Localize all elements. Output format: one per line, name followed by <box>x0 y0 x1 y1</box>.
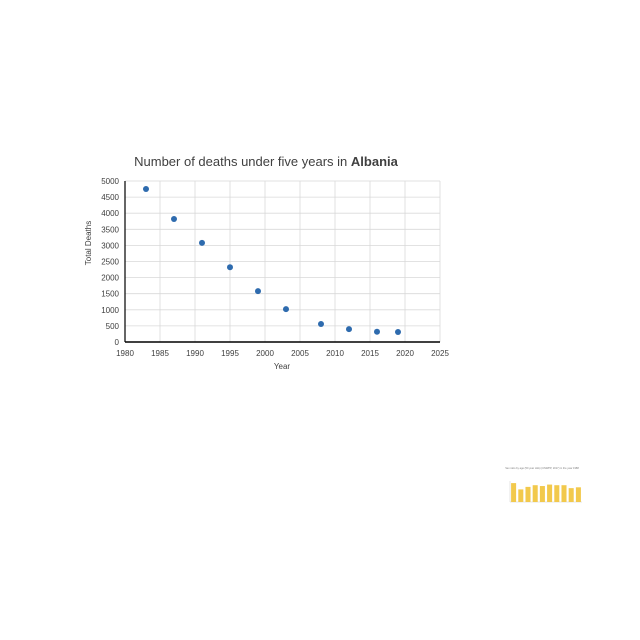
y-tick-label: 2000 <box>101 274 119 283</box>
x-tick-label: 2020 <box>396 349 414 358</box>
data-point <box>227 264 233 271</box>
axes <box>124 181 440 343</box>
y-tick-label: 500 <box>106 322 120 331</box>
data-point <box>255 288 261 295</box>
thumbnail-bar <box>561 485 567 502</box>
thumbnail-bars <box>509 481 582 503</box>
data-point <box>395 329 401 336</box>
thumbnail-bar <box>539 486 545 502</box>
thumbnail-bar <box>575 487 581 502</box>
y-tick-label: 4500 <box>101 193 119 202</box>
thumbnail-bar <box>547 484 553 502</box>
thumbnail-title: Sex ratio by age (50 year olds) (UNWPP, … <box>505 466 579 470</box>
thumbnail-bar <box>518 489 524 502</box>
sex-ratio-thumbnail-chart: Sex ratio by age (50 year olds) (UNWPP, … <box>505 466 582 503</box>
thumbnail-bar <box>525 486 531 502</box>
y-tick-label: 5000 <box>101 177 119 186</box>
data-point <box>374 328 380 335</box>
x-axis-title: Year <box>274 362 291 371</box>
y-tick-label: 3500 <box>101 225 119 234</box>
chart-title: Number of deaths under five years in Alb… <box>134 154 399 169</box>
data-point <box>318 320 324 327</box>
x-tick-label: 1995 <box>221 349 239 358</box>
x-tick-label: 1985 <box>151 349 169 358</box>
thumbnail-bar <box>554 485 560 502</box>
chart-title-country: Albania <box>351 154 399 169</box>
data-point <box>199 239 205 246</box>
data-point <box>171 215 177 222</box>
data-point <box>346 326 352 333</box>
y-tick-label: 3000 <box>101 241 119 250</box>
thumbnail-bar <box>511 483 517 502</box>
x-tick-label: 2010 <box>326 349 344 358</box>
x-tick-label: 2005 <box>291 349 309 358</box>
x-tick-labels: 1980 1985 1990 1995 2000 2005 2010 2015 2020 2025 <box>116 349 449 358</box>
y-axis-title: Total Deaths <box>84 221 93 265</box>
x-tick-label: 1980 <box>116 349 134 358</box>
gridlines <box>125 180 441 342</box>
x-tick-label: 2025 <box>431 349 449 358</box>
y-tick-label: 2500 <box>101 258 119 267</box>
y-tick-label: 4000 <box>101 209 119 218</box>
x-tick-label: 1990 <box>186 349 204 358</box>
data-points <box>143 186 401 336</box>
y-tick-label: 0 <box>115 338 120 347</box>
x-tick-label: 2015 <box>361 349 379 358</box>
thumbnail-bar <box>568 488 574 502</box>
data-point <box>143 186 149 193</box>
y-tick-labels: 0 500 1000 1500 2000 2500 3000 3500 4000 4500 5000 <box>101 177 119 347</box>
chart-title-main: Number of deaths under five years in <box>134 154 351 169</box>
thumbnail-bar <box>532 485 538 502</box>
y-tick-label: 1500 <box>101 290 119 299</box>
x-tick-label: 2000 <box>256 349 274 358</box>
y-tick-label: 1000 <box>101 306 119 315</box>
data-point <box>283 306 289 313</box>
